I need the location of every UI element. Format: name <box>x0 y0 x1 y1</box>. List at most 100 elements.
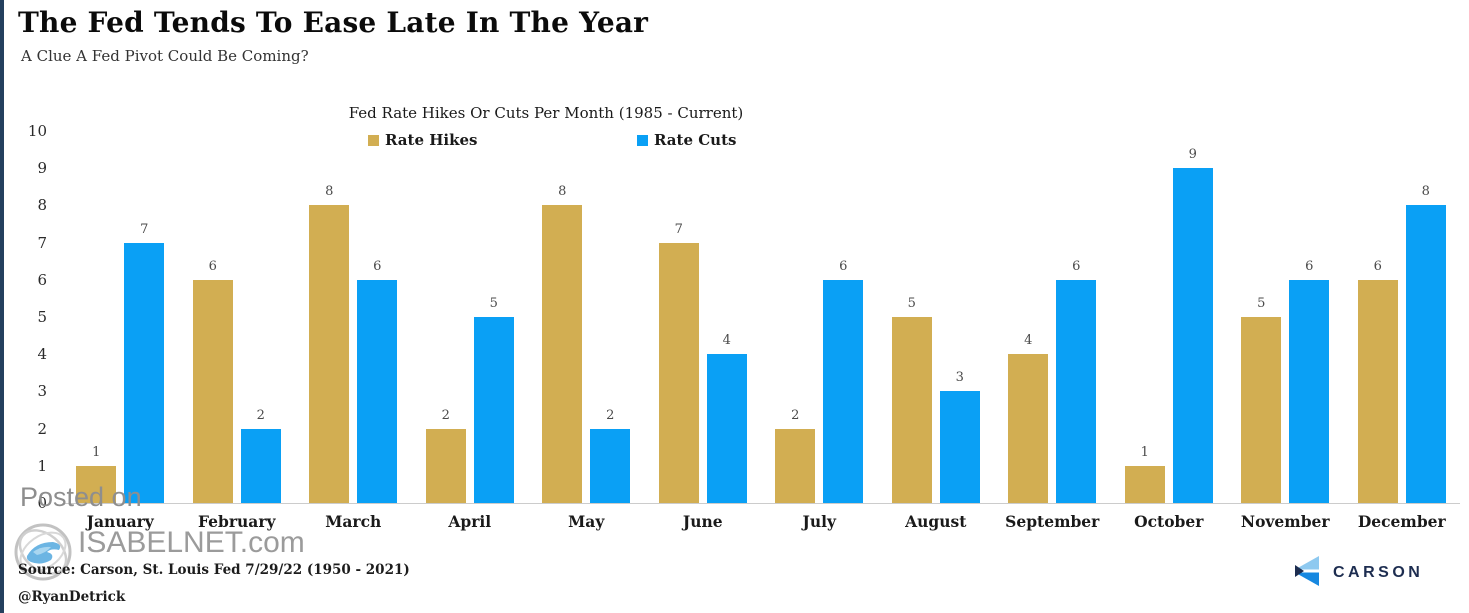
x-axis-label-march: March <box>325 512 382 531</box>
y-tick-10: 10 <box>27 122 47 140</box>
legend-item-rate-hikes: Rate Hikes <box>368 131 477 149</box>
bar-rate-cuts-september: 6 <box>1056 259 1097 503</box>
bar-rate-cuts-april: 5 <box>473 296 514 503</box>
bar-rate-hikes-september: 4 <box>1008 333 1049 503</box>
author-handle: @RyanDetrick <box>18 589 126 605</box>
x-axis-label-november: November <box>1240 512 1330 531</box>
bar-value-label: 4 <box>1024 333 1033 349</box>
x-axis-label-january: January <box>86 512 154 531</box>
legend-label-rate-hikes: Rate Hikes <box>385 131 478 149</box>
page-title: The Fed Tends To Ease Late In The Year <box>18 6 649 39</box>
x-axis-label-june: June <box>682 512 723 531</box>
bar-value-label: 8 <box>558 184 567 200</box>
bar-value-label: 6 <box>208 258 217 274</box>
bar-rate-hikes-october: 1 <box>1124 445 1165 503</box>
bar-value-label: 6 <box>1072 258 1081 274</box>
bar-rate-cuts-october: 9 <box>1172 147 1213 503</box>
page-left-border <box>0 0 4 613</box>
bar-value-label: 3 <box>955 370 964 386</box>
x-axis-label-december: December <box>1357 512 1446 531</box>
bar-rate-cuts-december: 8 <box>1405 184 1446 503</box>
y-tick-1: 1 <box>37 456 47 475</box>
legend-label-rate-cuts: Rate Cuts <box>654 131 737 149</box>
bar-rate-hikes-november: 5 <box>1241 296 1282 503</box>
watermark-posted-on: Posted on <box>20 482 142 512</box>
bar-value-label: 7 <box>140 221 149 237</box>
bar-value-label: 6 <box>1373 258 1382 274</box>
y-tick-9: 9 <box>37 159 47 178</box>
bar-value-label: 5 <box>489 296 498 311</box>
source-text: Source: Carson, St. Louis Fed 7/29/22 (1… <box>18 562 410 578</box>
y-tick-6: 6 <box>37 270 47 289</box>
bar-value-label: 6 <box>1305 258 1314 274</box>
y-tick-5: 5 <box>37 308 47 326</box>
bar-rate-cuts-july: 6 <box>823 259 864 503</box>
bar-rate-hikes-june: 7 <box>658 222 699 503</box>
bar-value-label: 1 <box>92 444 101 460</box>
bar-value-label: 1 <box>1140 444 1149 460</box>
bar-rate-cuts-may: 2 <box>590 408 631 503</box>
bar-rate-hikes-march: 8 <box>309 184 350 503</box>
chart-title: Fed Rate Hikes Or Cuts Per Month (1985 -… <box>348 104 744 122</box>
isabelnet-globe-icon <box>13 522 73 586</box>
legend-swatch-rate-cuts <box>637 134 648 146</box>
bar-value-label: 2 <box>606 407 615 423</box>
carson-logo: CARSON <box>1293 555 1423 591</box>
y-tick-0: 0 <box>37 494 47 512</box>
bar-value-label: 5 <box>907 296 916 311</box>
page-subtitle: A Clue A Fed Pivot Could Be Coming? <box>21 47 309 65</box>
bar-value-label: 2 <box>791 407 800 423</box>
bar-rate-hikes-february: 6 <box>192 259 233 503</box>
bar-rate-hikes-may: 8 <box>542 184 583 503</box>
bar-rate-cuts-february: 2 <box>240 408 281 503</box>
bar-value-label: 6 <box>839 258 848 274</box>
bar-value-label: 4 <box>722 333 731 349</box>
bar-rate-cuts-january: 7 <box>124 222 165 503</box>
bar-rate-hikes-august: 5 <box>891 296 932 503</box>
bar-value-label: 2 <box>441 407 450 423</box>
bar-value-label: 8 <box>1421 184 1430 200</box>
bar-rate-cuts-november: 6 <box>1289 259 1330 503</box>
bar-value-label: 7 <box>674 221 683 237</box>
bar-value-label: 6 <box>373 258 382 274</box>
bar-value-label: 5 <box>1257 296 1266 311</box>
x-axis-label-may: May <box>568 512 605 531</box>
y-tick-3: 3 <box>37 382 47 401</box>
x-axis-label-july: July <box>802 512 837 531</box>
bar-rate-hikes-december: 6 <box>1357 259 1398 503</box>
x-axis-label-february: February <box>197 512 276 531</box>
bar-value-label: 9 <box>1188 147 1197 163</box>
x-axis-label-august: August <box>905 512 967 531</box>
x-axis-label-october: October <box>1134 512 1204 531</box>
y-tick-2: 2 <box>37 419 47 438</box>
month-labels: January February March April May June July Augu… <box>62 512 1460 531</box>
bar-rate-hikes-july: 2 <box>775 408 816 503</box>
carson-logo-icon <box>1293 555 1321 591</box>
bar-rate-cuts-march: 6 <box>357 259 398 503</box>
y-tick-7: 7 <box>37 233 47 252</box>
y-axis: 10 9 8 7 6 5 4 3 2 1 0 <box>0 0 47 613</box>
bar-rate-hikes-january: 1 <box>76 445 117 503</box>
y-tick-4: 4 <box>37 345 47 364</box>
watermark-site: ISABELNET.com <box>78 526 305 559</box>
bar-rate-cuts-august: 3 <box>939 370 980 503</box>
carson-logo-text: CARSON <box>1333 564 1424 581</box>
bar-value-label: 8 <box>325 184 334 200</box>
x-axis-label-september: September <box>1005 512 1100 531</box>
y-tick-8: 8 <box>37 196 47 215</box>
legend-swatch-rate-hikes <box>368 134 379 146</box>
legend-item-rate-cuts: Rate Cuts <box>637 131 736 149</box>
